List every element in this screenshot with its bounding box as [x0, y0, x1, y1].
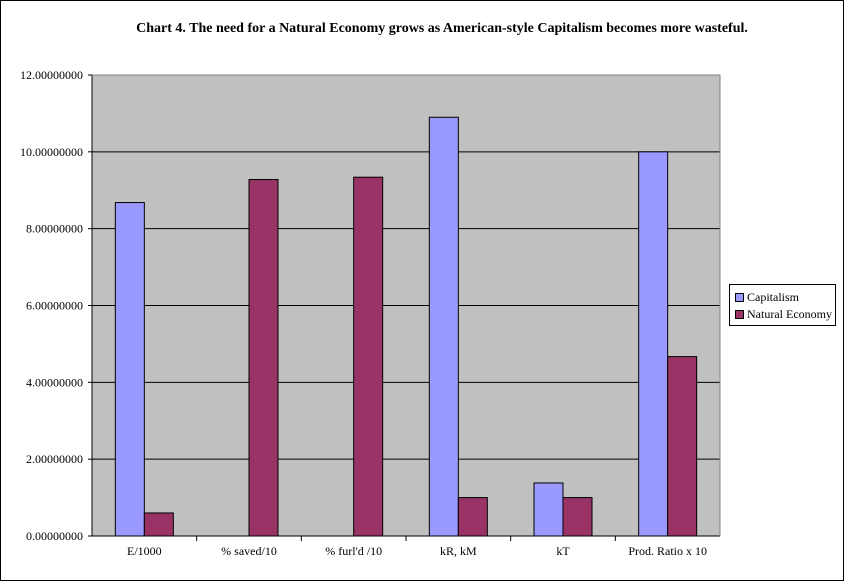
- bar-capitalism: [638, 151, 669, 537]
- legend-item-natural-economy: Natural Economy: [735, 307, 832, 321]
- bar-capitalism: [533, 482, 564, 537]
- y-tick-label: 2.00000000: [26, 452, 83, 466]
- x-tick-label: % furl'd /10: [325, 544, 382, 558]
- bar-natural-economy: [353, 176, 384, 537]
- y-tick-label: 10.00000000: [20, 145, 83, 159]
- bar-natural-economy: [143, 512, 174, 537]
- x-tick-label: kT: [556, 544, 570, 558]
- bar-capitalism: [428, 116, 459, 537]
- y-tick-label: 12.00000000: [20, 68, 83, 82]
- bar-capitalism: [114, 202, 145, 537]
- y-tick-label: 6.00000000: [26, 299, 83, 313]
- chart-title: Chart 4. The need for a Natural Economy …: [136, 21, 748, 36]
- legend-swatch-natural-economy: [735, 309, 744, 319]
- y-tick-label: 0.00000000: [26, 529, 83, 543]
- bar-natural-economy: [667, 356, 698, 537]
- x-tick-label: % saved/10: [221, 544, 277, 558]
- bar-natural-economy: [562, 497, 593, 537]
- bar-natural-economy: [248, 178, 279, 537]
- bar-natural-economy: [457, 497, 488, 537]
- legend: Capitalism Natural Economy: [729, 284, 836, 326]
- x-tick-label: E/1000: [127, 544, 162, 558]
- x-tick-label: Prod. Ratio x 10: [628, 544, 707, 558]
- legend-label-capitalism: Capitalism: [747, 290, 799, 304]
- legend-label-natural-economy: Natural Economy: [747, 307, 832, 321]
- legend-item-capitalism: Capitalism: [735, 290, 799, 304]
- legend-swatch-capitalism: [735, 292, 744, 302]
- x-tick-label: kR, kM: [440, 544, 477, 558]
- y-tick-label: 8.00000000: [26, 222, 83, 236]
- y-tick-label: 4.00000000: [26, 375, 83, 389]
